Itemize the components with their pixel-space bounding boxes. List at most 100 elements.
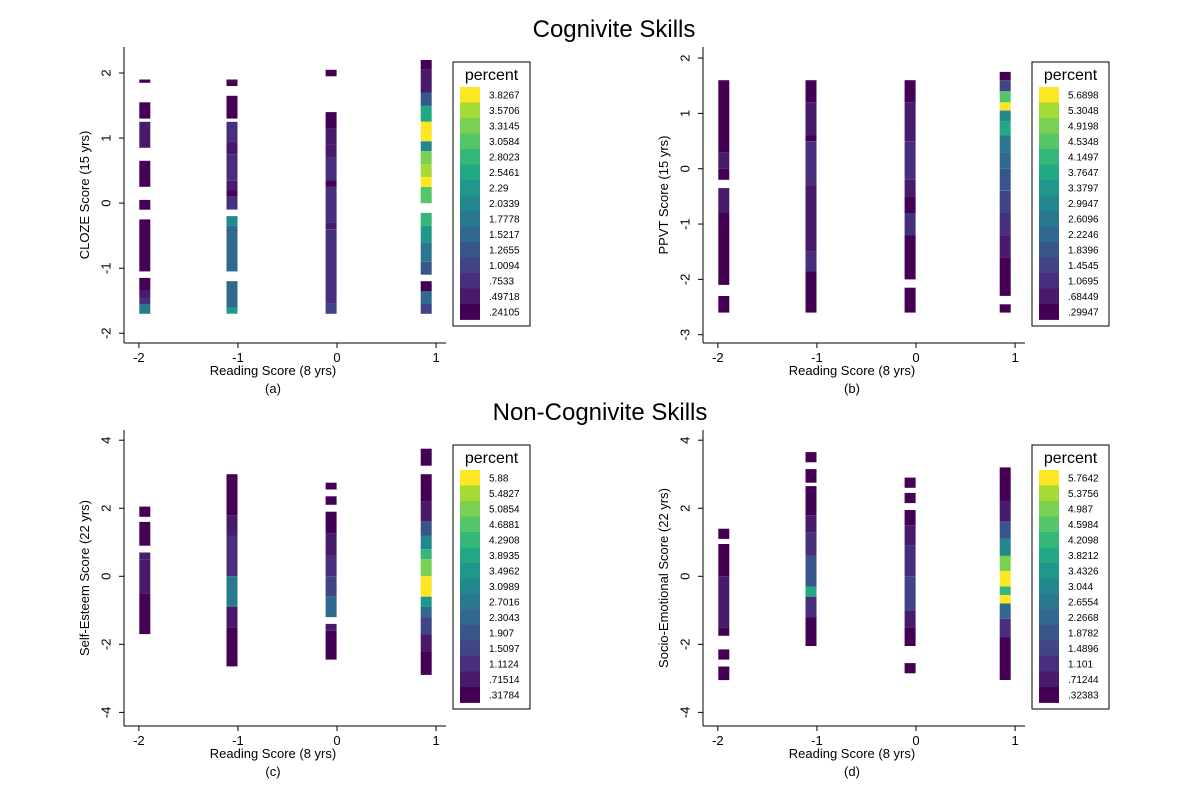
y-tick-label: -1 (678, 218, 693, 230)
heatmap-cell (139, 506, 151, 517)
heatmap-cell (226, 535, 238, 577)
legend-label: 1.0094 (489, 261, 520, 272)
heatmap-cell (999, 467, 1011, 502)
heatmap-cell (718, 152, 730, 169)
heatmap-cell (420, 634, 432, 652)
heatmap-cell (226, 576, 238, 607)
legend-label: 4.2098 (1068, 535, 1099, 546)
heatmap-cell (139, 304, 151, 314)
heatmap-cell (325, 180, 337, 187)
legend-swatch (460, 656, 480, 672)
heatmap-cell (999, 555, 1011, 572)
heatmap-cell (999, 213, 1011, 236)
legend-swatch (460, 164, 480, 181)
panel-c-self-esteem-heatmap: -2 -1 0 1 -4 -2 0 2 4 Reading Score (8 yrs) Self-E… (77, 430, 531, 779)
legend-label: 4.5984 (1068, 520, 1099, 531)
legend-swatch (460, 257, 480, 274)
heatmap-cell (805, 135, 817, 141)
x-tick-label: 0 (912, 350, 919, 365)
heatmap-cell (420, 164, 432, 178)
heatmap-cell (999, 71, 1011, 81)
heatmap-cell (805, 141, 817, 186)
heatmap-cell (226, 95, 238, 119)
legend-label: 5.3048 (1068, 106, 1099, 117)
legend-swatch (1039, 211, 1059, 227)
heatmap-cell (139, 102, 151, 119)
legend-swatch (460, 594, 480, 610)
heatmap-cell (999, 595, 1011, 604)
legend-swatch (1039, 102, 1059, 119)
legend-label: 3.8212 (1068, 551, 1099, 562)
heatmap-cell (420, 177, 432, 187)
x-tick-label: 1 (432, 350, 439, 365)
heatmap-cell (904, 287, 916, 313)
heatmap-cell (999, 304, 1011, 313)
heatmap-cell (325, 511, 337, 534)
legend-swatch (1039, 516, 1059, 533)
heatmap-cell (904, 213, 916, 236)
heatmap-cell (420, 225, 432, 243)
heatmap-cell (805, 586, 817, 597)
non-cognitive-skills-title: Non-Cognivite Skills (493, 399, 708, 426)
heatmap-cell (226, 225, 238, 272)
legend-label: 3.7647 (1068, 168, 1099, 179)
legend-swatch (1039, 133, 1059, 150)
legend-swatch (460, 547, 480, 564)
heatmap-cell (999, 618, 1011, 638)
legend-label: 1.4545 (1068, 261, 1099, 272)
legend-label: 2.6554 (1068, 597, 1099, 608)
panel-d-socio-emotional-heatmap: -2 -1 0 1 -4 -2 0 2 4 Reading Score (8 yrs) Socio-… (656, 430, 1110, 779)
heatmap-cell (420, 261, 432, 275)
heatmap-cell (718, 296, 730, 313)
y-axis-title: PPVT Score (15 yrs) (656, 136, 671, 255)
heatmap-cell (420, 304, 432, 314)
legend-swatch (1039, 470, 1059, 486)
heatmap-cell (999, 102, 1011, 111)
heatmap-cell (325, 596, 337, 618)
heatmap-cell (718, 80, 730, 153)
legend-swatch (1039, 578, 1059, 595)
heatmap-cell (718, 528, 730, 539)
heatmap-cell (420, 151, 432, 165)
x-tick-label: 1 (1011, 733, 1018, 748)
panel-caption: (a) (265, 381, 281, 396)
legend-label: .7533 (489, 276, 514, 287)
legend-label: .68449 (1068, 292, 1099, 303)
y-axis-title: Socio-Emotional Score (22 yrs) (656, 488, 671, 668)
x-axis-title: Reading Score (8 yrs) (210, 363, 336, 378)
heatmap-cell (904, 80, 916, 103)
legend-swatch (460, 501, 480, 517)
legend-label: .71514 (489, 675, 520, 686)
heatmap-cell (226, 627, 238, 667)
legend-label: 2.3043 (489, 613, 520, 624)
heatmap-cell (139, 559, 151, 594)
heatmap-cell (904, 102, 916, 141)
x-tick-label: -1 (232, 733, 244, 748)
heatmap-cell (904, 179, 916, 197)
panel-caption: (b) (844, 381, 860, 396)
legend-label: 4.1497 (1068, 152, 1099, 163)
heatmap-cell (805, 596, 817, 618)
heatmap-cell (325, 112, 337, 129)
heatmap-cell (325, 304, 337, 314)
heatmap-cell (904, 663, 916, 674)
legend-swatch (1039, 485, 1059, 502)
legend-swatch (1039, 118, 1059, 134)
legend-label: 5.3756 (1068, 489, 1099, 500)
heatmap-cell (139, 121, 151, 148)
heatmap-cell (805, 452, 817, 463)
legend-label: 2.7016 (489, 597, 520, 608)
legend-swatch (460, 211, 480, 227)
heatmap-cell (805, 185, 817, 252)
legend-swatch (1039, 180, 1059, 196)
heatmap-cell (420, 535, 432, 550)
heatmap-cell (420, 596, 432, 607)
heatmap-cell (420, 617, 432, 635)
legend-label: 4.9198 (1068, 121, 1099, 132)
legend-label: .71244 (1068, 675, 1099, 686)
legend-label: 1.2655 (489, 245, 520, 256)
heatmap-cell (999, 637, 1011, 680)
heatmap-cell (904, 492, 916, 504)
heatmap-cell (420, 186, 432, 204)
